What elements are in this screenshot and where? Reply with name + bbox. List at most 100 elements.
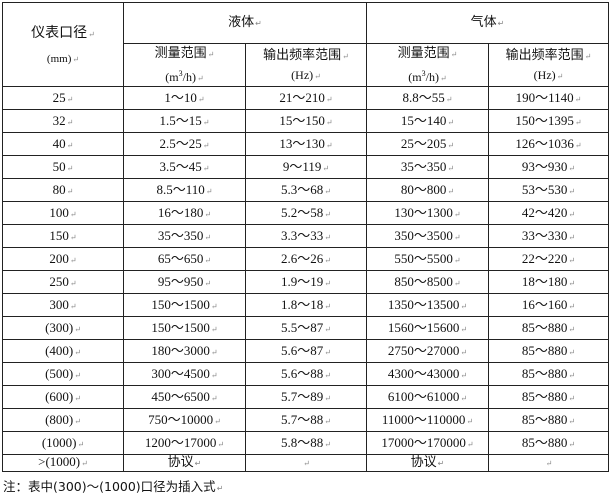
gas-freq-cell: 33～330 xyxy=(488,224,609,248)
diameter-cell: (1000) xyxy=(2,431,124,455)
diameter-cell: 200 xyxy=(2,247,124,271)
liquid-measure-cell: 1200～17000 xyxy=(123,431,246,455)
diameter-label: 仪表口径 xyxy=(31,26,95,41)
table-row-last: >(1000)协议协议 xyxy=(2,454,609,472)
table-row: 808.5～1105.3～6880～80053～530 xyxy=(2,178,609,202)
gas-freq-header: 输出频率范围 (Hz) xyxy=(488,43,609,87)
table-row: 20065～6502.6～26550～550022～220 xyxy=(2,247,609,271)
diameter-header: 仪表口径 (mm) xyxy=(2,2,124,87)
diameter-cell: (800) xyxy=(2,408,124,432)
gas-measure-cell: 1350～13500 xyxy=(366,293,489,317)
diameter-cell: 80 xyxy=(2,178,124,202)
liquid-measure-cell: 65～650 xyxy=(123,247,246,271)
liquid-freq-cell: 5.6～88 xyxy=(245,362,367,386)
liquid-measure-cell: 16～180 xyxy=(123,201,246,225)
liquid-measure-cell: 3.5～45 xyxy=(123,155,246,179)
diameter-cell: (600) xyxy=(2,385,124,409)
liquid-measure-cell: 300～4500 xyxy=(123,362,246,386)
diameter-cell: 40 xyxy=(2,132,124,156)
diameter-cell: (400) xyxy=(2,339,124,363)
gas-measure-cell: 80～800 xyxy=(366,178,489,202)
table-row: 15035～3503.3～33350～350033～330 xyxy=(2,224,609,248)
gas-freq-cell: 85～880 xyxy=(488,316,609,340)
gas-freq-cell: 22～220 xyxy=(488,247,609,271)
table-row: (800)750～100005.7～8811000～11000085～880 xyxy=(2,408,609,432)
gas-measure-cell: 130～1300 xyxy=(366,201,489,225)
diameter-cell: 100 xyxy=(2,201,124,225)
freq-label: 输出频率范围 xyxy=(263,47,349,62)
table-row: 402.5～2513～13025～205126～1036 xyxy=(2,132,609,156)
gas-measure-cell: 550～5500 xyxy=(366,247,489,271)
measure-unit: (m3/h) xyxy=(367,66,488,86)
liquid-freq-cell: 5.8～88 xyxy=(245,431,367,455)
diameter-unit: (mm) xyxy=(47,52,79,67)
gas-freq-cell: 85～880 xyxy=(488,362,609,386)
gas-freq-cell: 18～180 xyxy=(488,270,609,294)
liquid-freq-cell: 15～150 xyxy=(245,109,367,133)
gas-freq-cell: 150～1395 xyxy=(488,109,609,133)
gas-freq-cell: 190～1140 xyxy=(488,86,609,110)
measure-label: 测量范围 xyxy=(155,45,215,60)
table-row: (600)450～65005.7～896100～6100085～880 xyxy=(2,385,609,409)
diameter-cell: 300 xyxy=(2,293,124,317)
diameter-cell: >(1000) xyxy=(2,454,124,472)
gas-freq-cell xyxy=(488,454,609,472)
liquid-freq-cell: 3.3～33 xyxy=(245,224,367,248)
diameter-cell: 25 xyxy=(2,86,124,110)
freq-label: 输出频率范围 xyxy=(506,47,592,62)
diameter-cell: (500) xyxy=(2,362,124,386)
liquid-freq-header: 输出频率范围 (Hz) xyxy=(245,43,367,87)
table-row: 300150～15001.8～181350～1350016～160 xyxy=(2,293,609,317)
header-row-1: 仪表口径 (mm) 液体 气体 xyxy=(2,2,609,87)
diameter-cell: 50 xyxy=(2,155,124,179)
table-row: 25095～9501.9～19850～850018～180 xyxy=(2,270,609,294)
gas-measure-cell: 11000～110000 xyxy=(366,408,489,432)
gas-freq-cell: 42～420 xyxy=(488,201,609,225)
liquid-freq-cell: 2.6～26 xyxy=(245,247,367,271)
gas-label: 气体 xyxy=(471,15,505,30)
freq-unit: (Hz) xyxy=(246,68,366,84)
table-row: (300)150～15005.5～871560～1560085～880 xyxy=(2,316,609,340)
gas-freq-cell: 53～530 xyxy=(488,178,609,202)
liquid-measure-cell: 1～10 xyxy=(123,86,246,110)
liquid-freq-cell: 5.3～68 xyxy=(245,178,367,202)
table-note: 注：表中(300)～(1000)口径为插入式 xyxy=(3,476,223,495)
gas-measure-cell: 8.8～55 xyxy=(366,86,489,110)
liquid-measure-cell: 1.5～15 xyxy=(123,109,246,133)
gas-measure-cell: 350～3500 xyxy=(366,224,489,248)
liquid-freq-cell: 5.7～88 xyxy=(245,408,367,432)
liquid-freq-cell: 5.5～87 xyxy=(245,316,367,340)
liquid-freq-cell: 5.6～87 xyxy=(245,339,367,363)
liquid-freq-cell: 9～119 xyxy=(245,155,367,179)
liquid-measure-cell: 450～6500 xyxy=(123,385,246,409)
liquid-freq-cell: 21～210 xyxy=(245,86,367,110)
table-row: (500)300～45005.6～884300～4300085～880 xyxy=(2,362,609,386)
gas-measure-cell: 6100～61000 xyxy=(366,385,489,409)
gas-freq-cell: 85～880 xyxy=(488,339,609,363)
liquid-measure-cell: 95～950 xyxy=(123,270,246,294)
table-row: (1000)1200～170005.8～8817000～17000085～880 xyxy=(2,431,609,455)
gas-header: 气体 xyxy=(366,2,609,44)
liquid-label: 液体 xyxy=(228,15,262,30)
liquid-measure-cell: 8.5～110 xyxy=(123,178,246,202)
liquid-header: 液体 xyxy=(123,2,367,44)
table-row: 10016～1805.2～58130～130042～420 xyxy=(2,201,609,225)
liquid-freq-cell: 5.7～89 xyxy=(245,385,367,409)
flow-range-table: 仪表口径 (mm) 液体 气体 测量范围 (m3/h) 输出频率范围 (Hz) 测量… xyxy=(2,2,609,472)
liquid-measure-cell: 150～1500 xyxy=(123,293,246,317)
liquid-measure-header: 测量范围 (m3/h) xyxy=(123,43,246,87)
diameter-cell: 32 xyxy=(2,109,124,133)
gas-freq-cell: 85～880 xyxy=(488,431,609,455)
gas-measure-cell: 35～350 xyxy=(366,155,489,179)
liquid-freq-cell: 1.8～18 xyxy=(245,293,367,317)
diameter-cell: 150 xyxy=(2,224,124,248)
liquid-freq-cell: 5.2～58 xyxy=(245,201,367,225)
liquid-freq-cell: 13～130 xyxy=(245,132,367,156)
liquid-measure-cell: 180～3000 xyxy=(123,339,246,363)
liquid-measure-cell: 150～1500 xyxy=(123,316,246,340)
gas-measure-cell: 25～205 xyxy=(366,132,489,156)
gas-measure-cell: 1560～15600 xyxy=(366,316,489,340)
liquid-freq-cell xyxy=(245,454,367,472)
measure-unit: (m3/h) xyxy=(124,66,245,86)
gas-measure-cell: 协议 xyxy=(366,454,489,472)
